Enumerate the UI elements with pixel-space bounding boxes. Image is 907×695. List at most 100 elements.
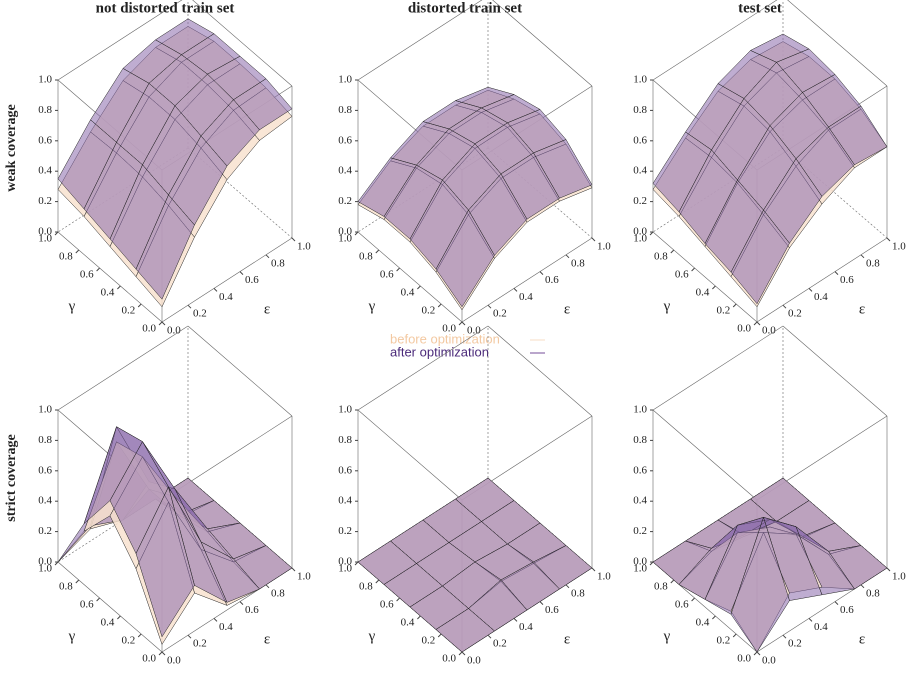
x-tick [265,584,270,589]
x-tick-label: 0.2 [193,638,207,650]
z-tick-label: 0.0 [338,556,352,568]
x-tick [513,288,518,292]
x-tick [539,271,544,275]
y-tick-label: 1.0 [338,233,352,245]
x-tick [239,271,244,275]
y-tick [396,597,400,602]
y-tick-label: 1.0 [633,563,647,575]
panel: 0.00.20.40.60.81.00.00.20.40.60.81.00.00… [4,0,311,337]
x-tick [213,618,218,622]
x-axis-label: ε [564,301,570,317]
x-tick [834,271,839,275]
x-tick [213,288,218,292]
y-tick-label: 0.6 [80,599,94,611]
z-tick-label: 1.0 [633,404,647,416]
x-tick-label: 0.4 [219,291,233,303]
box-edge [187,147,293,239]
y-tick-label: 0.0 [442,653,456,665]
z-tick-label: 0.8 [633,434,647,446]
legend-label: before optimization [390,331,500,346]
box-edge [192,0,293,87]
x-tick-label: 0.4 [814,291,828,303]
surface-patch [135,194,195,300]
x-tick-label: 1.0 [892,241,906,253]
x-tick-label: 0.2 [788,308,802,320]
z-tick-label: 0.2 [633,195,647,207]
y-tick [670,579,675,584]
y-tick [96,267,100,272]
row-label: weak coverage [4,104,19,191]
y-tick [375,579,380,584]
x-tick-label: 0.6 [245,604,259,616]
panel: 0.00.20.40.60.81.00.00.20.40.60.81.00.00… [338,0,611,337]
x-tick [565,254,570,259]
box-edge [652,409,758,501]
panel-title: not distorted train set [96,0,235,16]
y-axis-label: γ [68,628,76,644]
x-tick [161,321,166,326]
x-tick [513,618,518,622]
x-tick [161,651,166,656]
x-tick [239,601,244,605]
y-tick [649,561,654,566]
y-tick-label: 1.0 [38,233,52,245]
y-axis-label: γ [663,628,671,644]
z-tick-label: 1.0 [338,74,352,86]
z-tick-label: 1.0 [633,74,647,86]
x-axis-label: ε [859,301,865,317]
x-tick-label: 0.4 [519,291,533,303]
x-tick [291,237,296,242]
z-tick-label: 0.6 [38,464,52,476]
y-tick [354,231,359,236]
y-tick [670,249,675,254]
z-tick-label: 0.4 [38,165,52,177]
y-tick-label: 0.4 [101,617,115,629]
box-edge [357,231,463,323]
panel: 0.00.20.40.60.81.00.00.20.40.60.81.00.00… [4,325,311,667]
box-edge [652,231,758,323]
panel: 0.00.20.40.60.81.00.00.20.40.60.81.00.00… [633,0,906,337]
y-tick [712,285,716,290]
x-tick-label: 1.0 [297,241,311,253]
surface-patch [135,486,195,638]
x-axis-label: ε [564,631,570,647]
panel: 0.00.20.40.60.81.00.00.20.40.60.81.00.00… [338,325,611,667]
x-tick-label: 0.8 [866,587,880,599]
x-tick-label: 0.2 [493,638,507,650]
y-tick-label: 0.8 [654,581,668,593]
x-tick-label: 0.2 [788,638,802,650]
x-tick [487,304,492,309]
x-tick [860,584,865,589]
y-tick-label: 1.0 [338,563,352,575]
y-tick [158,321,163,326]
x-tick-label: 0.6 [245,274,259,286]
x-tick-label: 0.0 [467,655,481,667]
x-tick-label: 0.0 [167,325,181,337]
x-tick [886,567,891,572]
x-tick-label: 0.0 [467,325,481,337]
y-tick-label: 0.4 [696,287,710,299]
y-tick [54,231,59,236]
box-edge [787,0,888,87]
z-tick-label: 0.0 [38,226,52,238]
legend-label: after optimization [390,344,489,359]
y-tick [96,597,100,602]
z-tick-label: 0.4 [338,495,352,507]
y-tick [137,633,142,638]
y-tick-label: 0.6 [380,599,394,611]
z-tick-label: 1.0 [38,404,52,416]
z-tick-label: 0.6 [38,134,52,146]
x-tick [808,618,813,622]
box-edge [357,409,463,501]
y-tick [75,579,80,584]
z-tick-label: 0.8 [38,434,52,446]
panel-title: distorted train set [408,0,522,16]
y-tick [753,321,758,326]
z-tick-label: 0.8 [338,104,352,116]
x-tick-label: 1.0 [892,571,906,583]
z-tick-label: 0.2 [633,525,647,537]
z-tick-label: 0.4 [338,165,352,177]
surface-patch [435,608,495,653]
z-tick-label: 0.4 [38,495,52,507]
x-axis-label: ε [264,631,270,647]
